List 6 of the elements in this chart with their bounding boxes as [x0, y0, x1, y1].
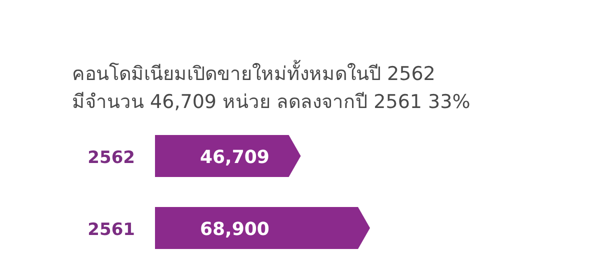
chart-title: คอนโดมิเนียมเปิดขายใหม่ทั้งหมดในปี 2562 [72, 60, 436, 85]
data-label: 46,709 [200, 147, 270, 168]
data-label: 68,900 [200, 219, 270, 240]
y-tick-label: 2562 [88, 148, 135, 168]
y-tick-label: 2561 [88, 220, 135, 240]
chart-subtitle: มีจำนวน 46,709 หน่วย ลดลงจากปี 2561 33% [72, 91, 470, 113]
